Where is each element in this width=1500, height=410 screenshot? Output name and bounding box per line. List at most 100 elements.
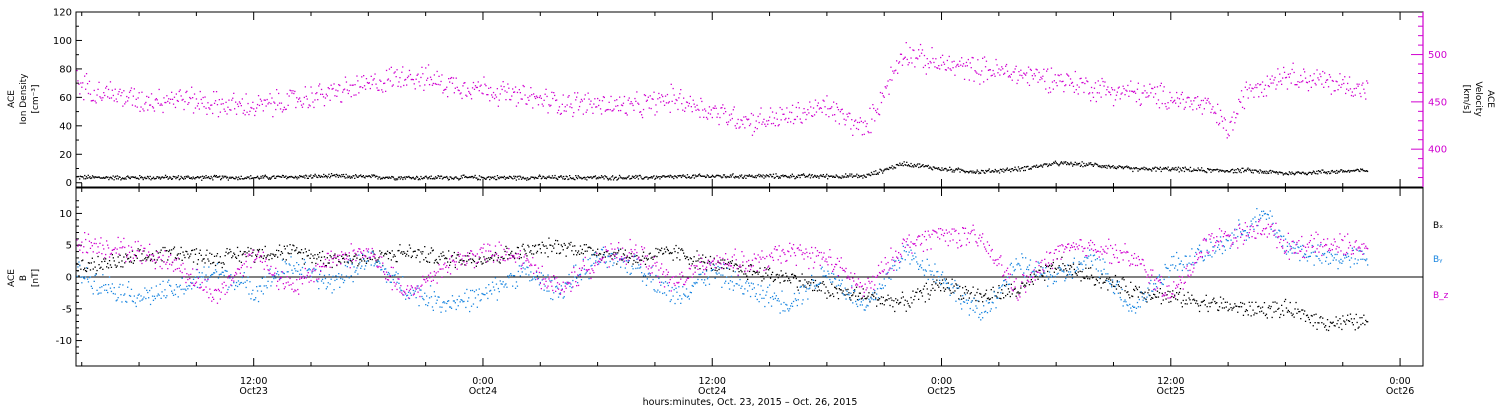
- bx-series-point: [1069, 268, 1071, 270]
- density-series-point: [588, 177, 591, 179]
- bx-series-point: [598, 252, 601, 255]
- bx-series-point: [1107, 289, 1109, 291]
- velocity-series-point: [1307, 90, 1310, 92]
- velocity-series-point: [204, 96, 206, 98]
- velocity-series-point: [584, 94, 586, 96]
- by-series-point: [256, 286, 258, 288]
- by-series-point: [97, 293, 99, 295]
- velocity-series-point: [1212, 106, 1214, 108]
- bx-series-point: [275, 254, 277, 256]
- by-series-point: [628, 260, 630, 262]
- density-series-point: [1168, 169, 1170, 172]
- velocity-series-point: [598, 104, 600, 107]
- velocity-series-point: [898, 61, 901, 63]
- velocity-series-point: [438, 75, 440, 77]
- velocity-series-point: [1171, 96, 1173, 99]
- velocity-series-point: [139, 110, 141, 112]
- velocity-series-point: [118, 91, 120, 93]
- velocity-series-point: [352, 84, 354, 86]
- bx-series-point: [901, 291, 904, 293]
- velocity-series-point: [236, 103, 239, 105]
- density-series-point: [264, 174, 266, 176]
- density-series-point: [400, 176, 402, 178]
- bx-series-point: [895, 298, 897, 300]
- density-series-point: [1187, 169, 1189, 171]
- by-series-point: [520, 265, 522, 267]
- density-series-point: [1063, 161, 1065, 163]
- velocity-series-point: [310, 86, 312, 88]
- velocity-series-point: [728, 114, 731, 116]
- velocity-series-point: [741, 119, 743, 122]
- velocity-series-point: [1198, 106, 1201, 109]
- by-series-point: [130, 288, 133, 290]
- density-series-point: [608, 178, 610, 180]
- density-series-point: [131, 176, 133, 178]
- density-series-point: [1059, 163, 1061, 165]
- velocity-series-point: [106, 85, 108, 88]
- by-series-point: [577, 282, 579, 284]
- density-series-point: [1337, 170, 1339, 173]
- velocity-series-point: [786, 107, 788, 109]
- velocity-series-point: [606, 109, 608, 111]
- velocity-series-point: [1266, 75, 1268, 77]
- velocity-series-point: [1075, 89, 1077, 91]
- bx-series-point: [408, 244, 411, 246]
- velocity-series-point: [991, 74, 993, 76]
- velocity-series-point: [316, 92, 318, 94]
- bx-series-point: [1355, 313, 1357, 316]
- by-series-point: [474, 297, 477, 299]
- by-series-point: [394, 274, 396, 276]
- density-series-point: [1331, 169, 1333, 172]
- bx-series-point: [263, 255, 265, 257]
- density-series-point: [1155, 170, 1157, 172]
- density-series-point: [422, 177, 425, 179]
- bx-series-point: [982, 301, 984, 303]
- density-series-point: [1189, 166, 1192, 169]
- density-series-point: [673, 175, 676, 177]
- bx-series-point: [1340, 323, 1342, 325]
- bx-series-point: [1257, 306, 1259, 308]
- density-series-point: [1005, 169, 1007, 172]
- velocity-series-point: [202, 96, 204, 99]
- velocity-series-point: [953, 60, 955, 62]
- velocity-series-point: [560, 112, 562, 115]
- by-series-point: [317, 281, 319, 283]
- velocity-series-point: [364, 88, 367, 90]
- velocity-series-point: [1333, 90, 1335, 92]
- velocity-series-point: [834, 114, 836, 116]
- by-series-point: [276, 273, 278, 275]
- density-series-point: [260, 175, 262, 178]
- density-series-point: [939, 169, 941, 171]
- velocity-tick-label: 400: [1428, 145, 1447, 156]
- velocity-series-point: [611, 110, 613, 112]
- bx-series-point: [418, 249, 420, 251]
- velocity-series-point: [895, 69, 897, 71]
- velocity-series-point: [587, 92, 589, 94]
- velocity-series-point: [149, 104, 151, 106]
- velocity-series-point: [1288, 76, 1290, 78]
- bx-series-point: [1025, 285, 1027, 287]
- by-series-point: [319, 273, 321, 276]
- density-series-point: [674, 175, 677, 177]
- velocity-series-point: [1260, 83, 1262, 86]
- velocity-series-point: [878, 114, 881, 116]
- density-series-point: [614, 176, 616, 179]
- velocity-series-point: [157, 102, 159, 104]
- velocity-series-point: [727, 121, 730, 123]
- bx-series-point: [626, 256, 628, 258]
- density-series-point: [1136, 167, 1138, 170]
- by-series-point: [340, 277, 342, 280]
- velocity-series-point: [557, 109, 560, 111]
- velocity-series-point: [518, 89, 520, 91]
- density-series-point: [1073, 163, 1075, 166]
- velocity-series-point: [835, 103, 838, 105]
- by-series-point: [266, 287, 268, 289]
- velocity-series-point: [351, 84, 353, 86]
- bx-series-point: [1327, 329, 1330, 332]
- bx-series-point: [347, 262, 349, 264]
- density-series-point: [124, 177, 126, 179]
- by-series-point: [412, 289, 414, 292]
- bx-series-point: [585, 244, 587, 246]
- velocity-series-point: [1115, 94, 1118, 96]
- bx-series-point: [815, 285, 818, 287]
